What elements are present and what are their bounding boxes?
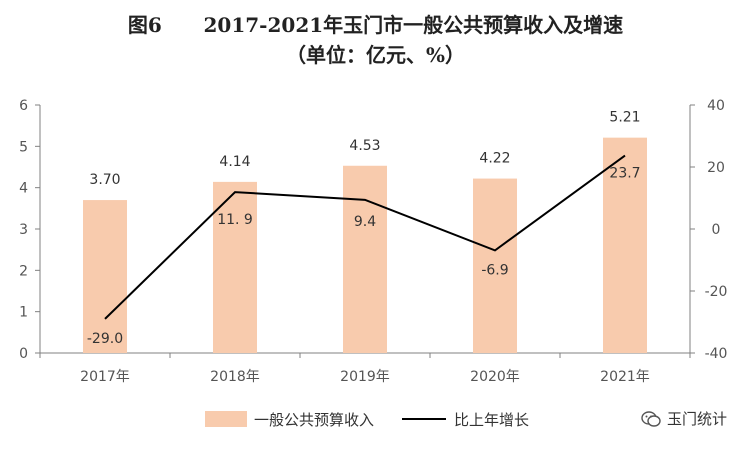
y-left-tick-label: 3 (19, 222, 28, 238)
chart-title: 图6 2017-2021年玉门市一般公共预算收入及增速 （单位：亿元、%） (0, 10, 751, 70)
y-right-tick-label: 0 (712, 222, 721, 238)
y-left-tick-label: 4 (19, 181, 28, 197)
line-data-label: 11. 9 (217, 212, 253, 228)
y-right-tick-label: 20 (707, 160, 725, 176)
bar-data-label: 4.53 (349, 138, 380, 154)
y-right-tick-label: 40 (707, 98, 725, 114)
bar-data-label: 3.70 (89, 172, 120, 188)
y-right-tick-label: -40 (705, 346, 728, 362)
chart-title-line2: （单位：亿元、%） (285, 43, 465, 67)
bar (213, 181, 257, 353)
chart-title-line1: 图6 2017-2021年玉门市一般公共预算收入及增速 (127, 13, 624, 37)
x-tick-label: 2020年 (470, 369, 520, 385)
watermark-text: 玉门统计 (666, 410, 727, 428)
line-data-label: 23.7 (609, 166, 640, 182)
legend-label-line: 比上年增长 (454, 411, 529, 429)
x-tick-label: 2019年 (340, 369, 390, 385)
x-tick-label: 2021年 (600, 369, 650, 385)
bar (343, 165, 387, 353)
x-tick-label: 2018年 (210, 369, 260, 385)
y-left-tick-label: 6 (19, 98, 28, 114)
legend-swatch-bar (205, 411, 247, 427)
line-data-label: -29.0 (87, 331, 123, 347)
bar (603, 137, 647, 353)
y-left-tick-label: 0 (19, 346, 28, 362)
y-left-tick-label: 1 (19, 305, 28, 321)
line-data-label: 9.4 (354, 214, 376, 230)
line-data-label: -6.9 (481, 262, 508, 278)
bar (473, 178, 517, 353)
bar-data-label: 4.22 (479, 151, 510, 167)
y-right-tick-label: -20 (705, 284, 728, 300)
bar (83, 200, 127, 353)
bar-data-label: 4.14 (219, 154, 250, 170)
legend-label-bar: 一般公共预算收入 (254, 411, 374, 429)
watermark: 玉门统计 (641, 408, 727, 429)
x-tick-label: 2017年 (80, 369, 130, 385)
bar-data-label: 5.21 (609, 110, 640, 126)
y-left-tick-label: 5 (19, 139, 28, 155)
y-left-tick-label: 2 (19, 263, 28, 279)
wechat-icon (641, 410, 661, 428)
